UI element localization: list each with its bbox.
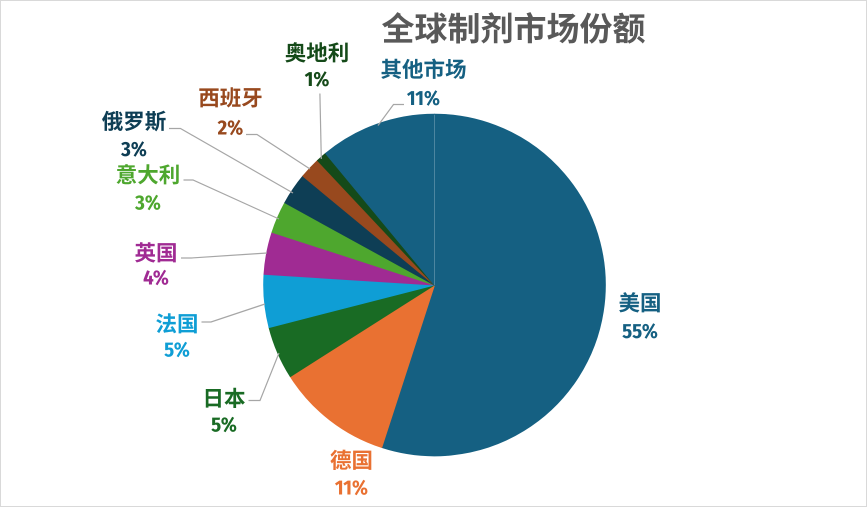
slice-label-pct-germany[interactable]: 11% — [335, 476, 368, 500]
slice-label-name-japan[interactable]: 日本 — [202, 382, 245, 413]
slice-label-name-germany[interactable]: 德国 — [330, 444, 373, 475]
leader-line-japan — [248, 352, 280, 402]
slice-label-name-spain[interactable]: 西班牙 — [198, 81, 263, 112]
slice-label-pct-spain[interactable]: 2% — [217, 116, 244, 140]
slice-label-pct-other[interactable]: 11% — [407, 87, 440, 111]
leader-line-italy — [183, 179, 280, 220]
slice-label-pct-usa[interactable]: 55% — [622, 320, 658, 344]
slice-label-name-france[interactable]: 法国 — [155, 307, 198, 338]
slice-label-name-usa[interactable]: 美国 — [618, 286, 661, 317]
slice-label-name-russia[interactable]: 俄罗斯 — [102, 105, 167, 136]
slice-label-pct-austria[interactable]: 1% — [305, 68, 330, 92]
leader-line-austria — [319, 93, 322, 160]
leader-lines — [169, 93, 404, 402]
slice-label-pct-france[interactable]: 5% — [164, 338, 190, 362]
leader-line-other — [377, 103, 404, 126]
leader-line-spain — [246, 133, 311, 170]
leader-line-uk — [181, 252, 268, 259]
slice-label-pct-italy[interactable]: 3% — [134, 191, 161, 215]
slice-label-name-italy[interactable]: 意大利 — [116, 158, 181, 189]
slice-label-name-uk[interactable]: 英国 — [134, 236, 177, 267]
pie-slice-usa[interactable] — [381, 113, 606, 457]
pie-slice-germany[interactable] — [289, 284, 435, 448]
leader-line-russia — [169, 127, 294, 194]
slice-label-pct-russia[interactable]: 3% — [120, 138, 147, 162]
slice-labels: 美国55%德国11%日本5%法国5%英国4%意大利3%俄罗斯3%西班牙2%奥地利… — [102, 36, 662, 500]
slice-label-pct-uk[interactable]: 4% — [143, 266, 169, 290]
leader-line-france — [201, 303, 266, 323]
chart-title[interactable]: 全球制剂市场份额 — [382, 3, 646, 51]
pie-slice-other[interactable] — [325, 113, 435, 286]
slice-label-name-other[interactable]: 其他市场 — [380, 53, 466, 84]
slice-label-pct-japan[interactable]: 5% — [211, 413, 237, 437]
slice-label-name-austria[interactable]: 奥地利 — [285, 36, 350, 67]
pie-slices — [263, 113, 606, 457]
